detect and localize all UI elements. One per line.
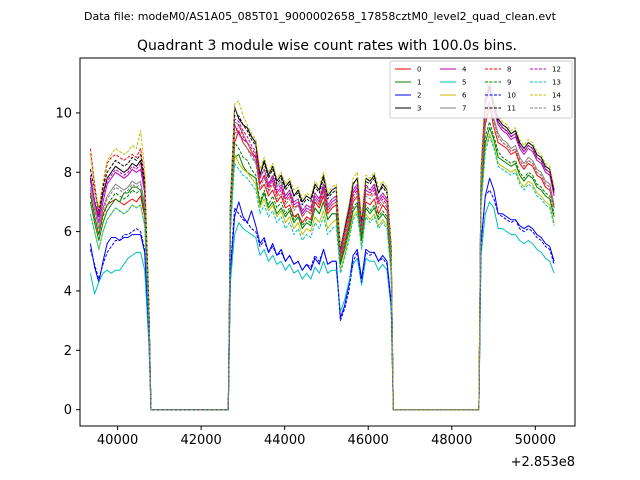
y-axis: 0 2 4 6 8 10 <box>55 106 80 418</box>
legend-label-14: 14 <box>552 92 561 100</box>
legend-label-10: 10 <box>507 92 516 100</box>
y-tick-label: 4 <box>64 284 72 299</box>
legend-label-13: 13 <box>552 79 561 87</box>
series-line-10 <box>89 189 555 411</box>
series-line-0 <box>89 106 555 411</box>
series-line-12 <box>89 79 555 411</box>
legend-label-7: 7 <box>462 105 466 113</box>
series-line-15 <box>89 103 555 411</box>
legend-label-4: 4 <box>462 66 467 74</box>
legend-label-9: 9 <box>507 79 511 87</box>
y-tick-label: 8 <box>64 166 72 181</box>
x-tick-label: 44000 <box>264 433 305 448</box>
legend-label-3: 3 <box>417 105 421 113</box>
series-line-9 <box>89 121 555 411</box>
legend-label-2: 2 <box>417 92 421 100</box>
x-offset-label: +2.853e8 <box>511 455 575 470</box>
series-line-5 <box>89 201 555 411</box>
series-line-14 <box>89 79 555 411</box>
legend-label-1: 1 <box>417 79 421 87</box>
legend-label-15: 15 <box>552 105 561 113</box>
legend-label-12: 12 <box>552 66 561 74</box>
x-axis: 40000 42000 44000 46000 48000 50000 <box>97 426 556 448</box>
series-lines <box>89 79 555 411</box>
chart-title: Quadrant 3 module wise count rates with … <box>137 38 517 54</box>
y-tick-label: 0 <box>64 403 72 418</box>
x-tick-label: 42000 <box>180 433 221 448</box>
y-tick-label: 10 <box>55 106 72 121</box>
y-tick-label: 6 <box>64 225 72 240</box>
plot-frame <box>79 57 576 427</box>
legend-frame <box>389 60 573 119</box>
series-line-2 <box>89 177 555 411</box>
x-tick-label: 50000 <box>515 433 556 448</box>
series-line-6 <box>89 133 555 411</box>
series-line-4 <box>89 88 555 411</box>
chart-suptitle: Data file: modeM0/AS1A05_085T01_90000026… <box>84 10 557 23</box>
legend-label-5: 5 <box>462 79 466 87</box>
x-tick-label: 46000 <box>348 433 389 448</box>
x-tick-label: 48000 <box>431 433 472 448</box>
y-tick-label: 2 <box>64 344 72 359</box>
legend-label-0: 0 <box>417 66 421 74</box>
legend-label-11: 11 <box>507 105 516 113</box>
series-line-1 <box>89 127 555 411</box>
legend-label-8: 8 <box>507 66 511 74</box>
x-tick-label: 40000 <box>97 433 138 448</box>
series-line-3 <box>89 85 555 411</box>
legend-label-6: 6 <box>462 92 467 100</box>
